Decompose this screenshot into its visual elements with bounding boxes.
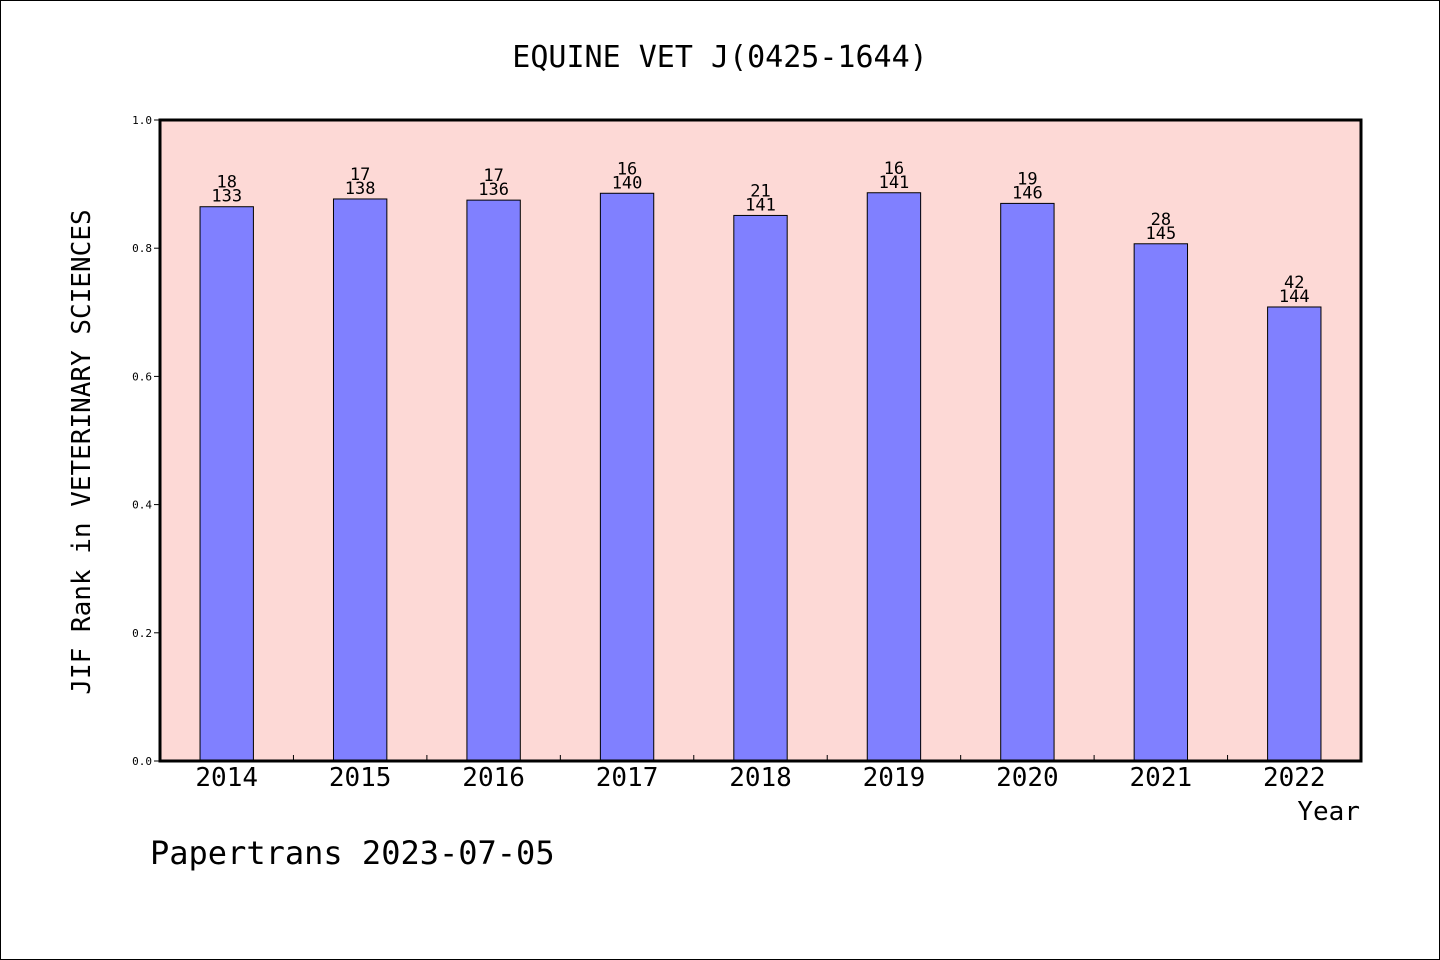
x-tick-label: 2014 xyxy=(195,763,258,793)
bars-layer xyxy=(199,192,1322,762)
x-tick-label: 2019 xyxy=(863,763,926,793)
chart-title: EQUINE VET J(0425-1644) xyxy=(512,40,927,75)
bar-2017 xyxy=(599,192,655,762)
bar-rank-label: 17 xyxy=(483,166,503,186)
bar-2016 xyxy=(466,199,521,762)
bar-total-label: 144 xyxy=(1279,287,1310,307)
bar-total-label: 141 xyxy=(879,173,910,193)
bar-2020 xyxy=(1000,202,1055,762)
x-tick-label: 2016 xyxy=(462,763,525,793)
bar-total-label: 146 xyxy=(1012,183,1043,203)
y-tick-label: 0.4 xyxy=(132,499,152,512)
y-tick-label: 0.2 xyxy=(132,627,152,640)
bar-rank-label: 19 xyxy=(1017,169,1037,189)
x-tick-label: 2017 xyxy=(596,763,659,793)
x-tick-label: 2015 xyxy=(329,763,392,793)
bar-rank-label: 18 xyxy=(216,173,236,193)
bar-rank-label: 16 xyxy=(884,159,904,179)
bar-rank-label: 42 xyxy=(1284,273,1304,293)
bar-rank-label: 28 xyxy=(1151,210,1171,230)
bar-rank-label: 21 xyxy=(750,181,770,201)
bar-total-label: 141 xyxy=(745,195,776,215)
x-axis-ticks: 2014 2015 2016 2017 2018 2019 2020 2021 2022 xyxy=(195,755,1326,793)
x-tick-label: 2020 xyxy=(996,763,1059,793)
x-tick-label: 2018 xyxy=(729,763,792,793)
bar-total-label: 145 xyxy=(1145,224,1176,244)
bar-2021 xyxy=(1133,243,1189,762)
y-tick-label: 0.6 xyxy=(132,370,152,383)
x-axis-label: Year xyxy=(1297,797,1360,827)
bar-rank-label: 17 xyxy=(350,165,370,185)
x-tick-label: 2021 xyxy=(1130,763,1193,793)
y-tick-label: 1.0 xyxy=(132,114,152,127)
bar-2018 xyxy=(733,214,788,762)
bar-total-label: 140 xyxy=(612,173,643,193)
bar-2022 xyxy=(1267,306,1322,762)
footer-watermark: Papertrans 2023-07-05 xyxy=(150,834,555,872)
y-axis-label: JIF Rank in VETERINARY SCIENCES xyxy=(67,209,97,694)
x-tick-label: 2022 xyxy=(1263,763,1326,793)
y-tick-label: 0.0 xyxy=(132,755,152,768)
y-tick-label: 0.8 xyxy=(132,242,152,255)
bar-total-label: 136 xyxy=(478,180,509,200)
bar-2015 xyxy=(332,198,388,762)
bar-total-label: 133 xyxy=(211,187,242,207)
plot-border xyxy=(158,118,1363,763)
bar-total-label: 138 xyxy=(345,179,376,199)
y-axis-ticks: 0.0 0.2 0.4 0.6 0.8 1.0 xyxy=(132,114,160,768)
bar-2014 xyxy=(199,206,254,762)
bar-rank-label: 16 xyxy=(617,159,637,179)
bar-2019 xyxy=(866,192,922,762)
